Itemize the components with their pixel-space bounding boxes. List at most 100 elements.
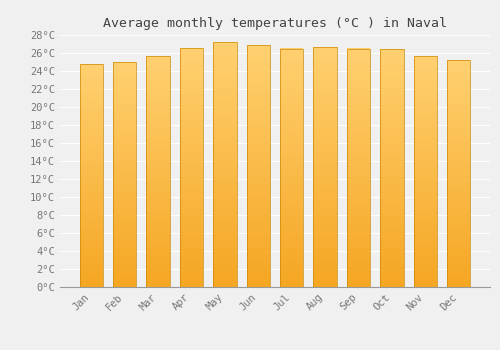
Bar bbox=[180, 275, 203, 278]
Bar bbox=[347, 135, 370, 138]
Bar bbox=[447, 256, 470, 259]
Bar bbox=[180, 134, 203, 137]
Bar bbox=[280, 138, 303, 141]
Bar bbox=[447, 179, 470, 182]
Bar bbox=[280, 150, 303, 153]
Bar bbox=[180, 48, 203, 287]
Bar bbox=[113, 191, 136, 194]
Bar bbox=[380, 228, 404, 231]
Bar bbox=[347, 55, 370, 57]
Bar bbox=[314, 101, 337, 104]
Bar bbox=[414, 186, 437, 189]
Bar bbox=[80, 231, 103, 234]
Bar bbox=[414, 215, 437, 218]
Bar bbox=[414, 174, 437, 177]
Bar bbox=[347, 180, 370, 183]
Bar bbox=[213, 192, 236, 195]
Bar bbox=[146, 267, 170, 270]
Bar bbox=[414, 197, 437, 200]
Bar bbox=[80, 209, 103, 212]
Bar bbox=[213, 214, 236, 217]
Bar bbox=[213, 119, 236, 122]
Bar bbox=[347, 245, 370, 248]
Bar bbox=[246, 272, 270, 275]
Bar bbox=[146, 102, 170, 105]
Bar bbox=[280, 93, 303, 96]
Bar bbox=[347, 114, 370, 117]
Bar bbox=[80, 117, 103, 120]
Bar bbox=[280, 129, 303, 132]
Bar bbox=[80, 161, 103, 164]
Bar bbox=[447, 80, 470, 83]
Bar bbox=[380, 186, 404, 189]
Bar bbox=[246, 257, 270, 260]
Bar bbox=[347, 87, 370, 90]
Bar bbox=[447, 89, 470, 91]
Bar bbox=[113, 279, 136, 281]
Bar bbox=[414, 145, 437, 148]
Bar bbox=[414, 70, 437, 73]
Bar bbox=[347, 239, 370, 242]
Bar bbox=[380, 150, 404, 153]
Bar bbox=[113, 270, 136, 273]
Bar bbox=[347, 224, 370, 228]
Bar bbox=[180, 236, 203, 239]
Bar bbox=[414, 108, 437, 111]
Bar bbox=[180, 224, 203, 227]
Bar bbox=[146, 160, 170, 163]
Bar bbox=[347, 168, 370, 171]
Bar bbox=[414, 273, 437, 275]
Bar bbox=[180, 227, 203, 230]
Bar bbox=[447, 171, 470, 174]
Bar bbox=[113, 169, 136, 172]
Bar bbox=[314, 47, 337, 50]
Bar bbox=[113, 96, 136, 99]
Bar bbox=[380, 165, 404, 168]
Bar bbox=[246, 232, 270, 236]
Bar bbox=[380, 127, 404, 130]
Bar bbox=[80, 223, 103, 226]
Bar bbox=[113, 116, 136, 118]
Bar bbox=[380, 272, 404, 275]
Bar bbox=[113, 231, 136, 233]
Bar bbox=[146, 235, 170, 238]
Bar bbox=[314, 242, 337, 245]
Bar bbox=[80, 170, 103, 173]
Bar bbox=[80, 83, 103, 86]
Bar bbox=[246, 114, 270, 118]
Bar bbox=[180, 164, 203, 167]
Bar bbox=[213, 210, 236, 214]
Bar bbox=[347, 278, 370, 281]
Bar bbox=[314, 251, 337, 254]
Bar bbox=[146, 264, 170, 267]
Bar bbox=[180, 113, 203, 117]
Bar bbox=[280, 254, 303, 257]
Bar bbox=[414, 79, 437, 82]
Bar bbox=[447, 69, 470, 71]
Bar bbox=[347, 57, 370, 61]
Bar bbox=[314, 149, 337, 152]
Bar bbox=[213, 113, 236, 116]
Bar bbox=[314, 95, 337, 98]
Bar bbox=[180, 209, 203, 212]
Bar bbox=[213, 217, 236, 220]
Bar bbox=[347, 233, 370, 236]
Bar bbox=[414, 99, 437, 102]
Bar bbox=[80, 217, 103, 220]
Bar bbox=[246, 118, 270, 120]
Bar bbox=[180, 245, 203, 248]
Bar bbox=[246, 245, 270, 248]
Bar bbox=[113, 155, 136, 158]
Bar bbox=[213, 42, 236, 45]
Bar bbox=[246, 87, 270, 90]
Bar bbox=[380, 97, 404, 100]
Bar bbox=[246, 103, 270, 105]
Bar bbox=[314, 179, 337, 182]
Bar bbox=[347, 156, 370, 159]
Bar bbox=[280, 230, 303, 233]
Bar bbox=[213, 79, 236, 82]
Bar bbox=[213, 189, 236, 192]
Bar bbox=[80, 178, 103, 181]
Bar bbox=[280, 55, 303, 57]
Bar bbox=[447, 241, 470, 244]
